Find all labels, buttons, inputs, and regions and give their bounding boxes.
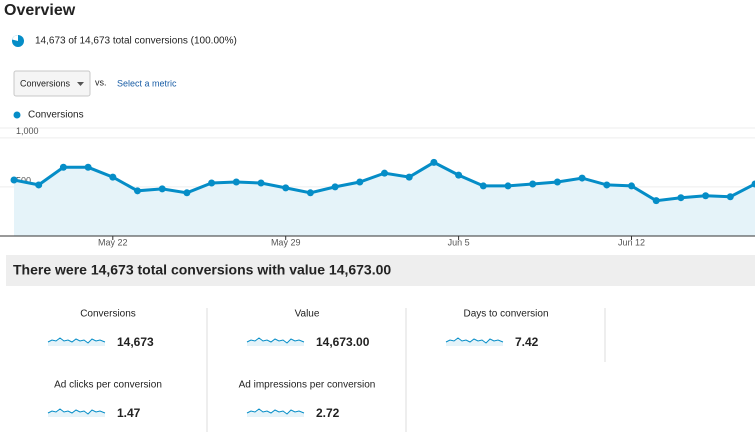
point [59, 163, 67, 171]
summary: 14,673 of 14,673 total conversions (100.… [35, 36, 237, 47]
legend-label: Conversions [28, 110, 84, 121]
metric-label: Conversions [80, 309, 136, 320]
point [553, 178, 561, 186]
metric-value: 7.42 [515, 335, 539, 349]
sparkline [246, 408, 305, 415]
metric-label: Value [295, 309, 320, 320]
point [702, 192, 710, 200]
point [578, 174, 586, 182]
point [356, 178, 364, 186]
point [84, 163, 92, 171]
point [381, 169, 388, 177]
vs-label: vs. [95, 77, 107, 87]
point [430, 158, 438, 166]
point [134, 187, 141, 195]
point [10, 176, 18, 184]
point [628, 182, 635, 190]
point [677, 194, 685, 202]
sparkline [246, 337, 305, 344]
metric-label: Ad impressions per conversion [239, 380, 376, 391]
x-tick-label: Jun 12 [618, 237, 645, 247]
point [751, 180, 755, 188]
point [35, 181, 43, 189]
point [232, 178, 240, 186]
x-tick-label: May 29 [271, 237, 301, 247]
point [405, 173, 413, 181]
y-tick-label: 500 [16, 175, 31, 185]
metric-value: 2.72 [316, 406, 340, 420]
metric-label: Ad clicks per conversion [54, 380, 162, 391]
x-tick-label: Jun 5 [448, 237, 470, 247]
point [183, 189, 191, 197]
point [603, 181, 611, 189]
page-title: Overview [4, 2, 76, 19]
metric-value: 14,673 [117, 335, 154, 349]
metric-dropdown[interactable] [13, 70, 91, 97]
banner-text: There were 14,673 total conversions with… [13, 262, 391, 278]
dropdown-label[interactable]: Conversions [20, 78, 71, 88]
point [455, 171, 463, 179]
point [208, 179, 216, 187]
sparkline [445, 337, 504, 344]
pie-icon-wedge [12, 35, 18, 41]
sparkline [47, 408, 106, 415]
y-tick-label: 1,000 [16, 126, 39, 136]
sparkline [47, 337, 106, 344]
point [158, 185, 166, 193]
point [109, 173, 117, 181]
point [331, 183, 339, 191]
point [652, 197, 660, 205]
select-metric-link[interactable]: Select a metric [117, 78, 177, 88]
point [726, 193, 734, 201]
point [479, 182, 487, 190]
x-tick-label: May 22 [98, 237, 128, 247]
point [529, 180, 537, 188]
metric-label: Days to conversion [463, 309, 548, 320]
point [306, 189, 314, 197]
point [257, 179, 265, 187]
legend-marker [13, 111, 21, 119]
dropdown-arrow [77, 82, 84, 86]
metric-value: 1.47 [117, 406, 141, 420]
banner [6, 255, 755, 286]
point [282, 184, 290, 192]
metric-value: 14,673.00 [316, 335, 370, 349]
point [504, 182, 512, 190]
